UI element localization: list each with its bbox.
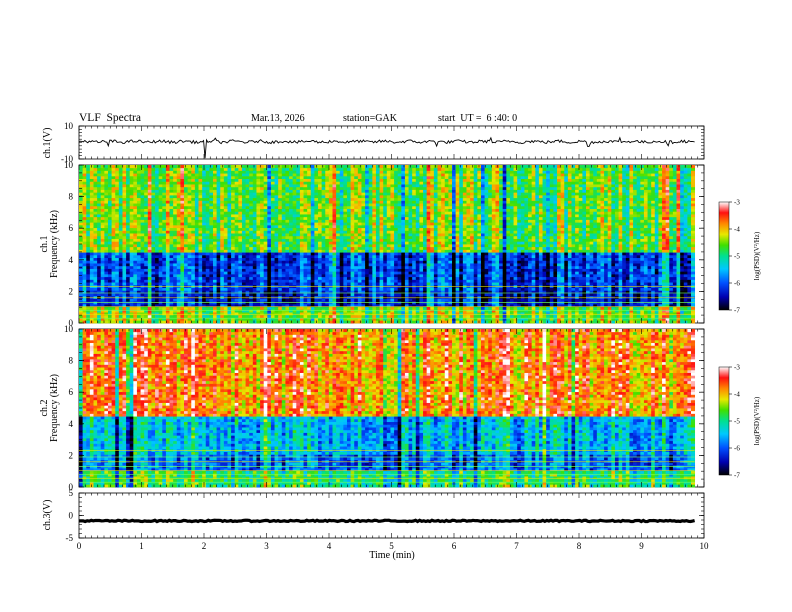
colorbar-tick-label: -5 <box>734 253 740 261</box>
y-tick-label: 2 <box>69 450 74 460</box>
x-tick-label: 0 <box>77 541 82 551</box>
colorbar-tick-label: -6 <box>734 280 740 288</box>
ch1-colorbar-label: log(PSD)(V²/Hz) <box>753 231 761 280</box>
ch1-spectrogram-ylabel-frequency: Frequency (kHz) <box>49 210 60 278</box>
y-tick-label: 0 <box>69 318 74 328</box>
y-tick-label: -5 <box>66 533 74 543</box>
colorbar-tick-label: -4 <box>734 391 740 399</box>
y-tick-label: 4 <box>69 419 74 429</box>
x-tick-label: 10 <box>700 541 710 551</box>
station-label: station=GAK <box>343 113 397 124</box>
colorbar-tick-label: -5 <box>734 418 740 426</box>
colorbar-tick-label: -7 <box>734 307 740 315</box>
ch3-waveform-line <box>78 518 696 524</box>
ch1-spectrogram-ylabel-channel: ch.1 <box>39 236 50 253</box>
y-tick-label: 10 <box>64 324 74 334</box>
y-tick-label: 8 <box>69 356 74 366</box>
ch2-spectrogram <box>79 329 696 488</box>
x-tick-label: 4 <box>327 541 332 551</box>
ch1-waveform-line <box>78 136 695 159</box>
y-tick-label: 0 <box>69 482 74 492</box>
ch1-colorbar: -3 -4 -5 -6 -7 log(PSD)(V²/Hz) <box>718 199 761 315</box>
ch2-spectrogram-ylabel-channel: ch.2 <box>39 400 50 417</box>
ch1-waveform-ylabel: ch.1(V) <box>42 128 53 159</box>
y-tick-label: 5 <box>69 488 74 498</box>
x-tick-label: 7 <box>514 541 519 551</box>
colorbar-tick-label: -3 <box>734 199 740 207</box>
ch3-waveform-frame <box>78 492 705 539</box>
x-tick-label: 8 <box>577 541 582 551</box>
ch1-spectrogram <box>79 165 696 324</box>
colorbar-tick-label: -3 <box>734 364 740 372</box>
y-tick-label: 0 <box>69 511 74 521</box>
colorbar-tick-label: -6 <box>734 445 740 453</box>
x-tick-label: 3 <box>264 541 269 551</box>
y-tick-label: 4 <box>69 255 74 265</box>
y-tick-label: 2 <box>69 286 74 296</box>
y-tick-label: -10 <box>61 154 73 164</box>
y-tick-label: 8 <box>69 192 74 202</box>
y-tick-label: 6 <box>69 387 74 397</box>
y-tick-label: 10 <box>64 160 74 170</box>
x-tick-label: 9 <box>639 541 644 551</box>
ch2-colorbar: -3 -4 -5 -6 -7 log(PSD)(V²/Hz) <box>718 364 761 480</box>
x-tick-label: 1 <box>139 541 144 551</box>
date-label: Mar.13, 2026 <box>251 113 305 124</box>
x-tick-label: 6 <box>452 541 457 551</box>
x-tick-label: 2 <box>202 541 207 551</box>
ch2-spectrogram-ylabel-frequency: Frequency (kHz) <box>49 374 60 442</box>
colorbar-tick-label: -7 <box>734 472 740 480</box>
ch2-colorbar-label: log(PSD)(V²/Hz) <box>753 396 761 445</box>
x-axis-title: Time (min) <box>369 550 414 561</box>
x-tick-label: 5 <box>389 541 394 551</box>
y-tick-label: 6 <box>69 223 74 233</box>
y-tick-label: 10 <box>64 121 74 131</box>
ch3-waveform-ylabel: ch.3(V) <box>42 500 53 531</box>
start-time-label: start UT = 6 :40: 0 <box>438 113 517 124</box>
colorbar-tick-label: -4 <box>734 226 740 234</box>
chart-title: VLF Spectra <box>79 112 141 124</box>
